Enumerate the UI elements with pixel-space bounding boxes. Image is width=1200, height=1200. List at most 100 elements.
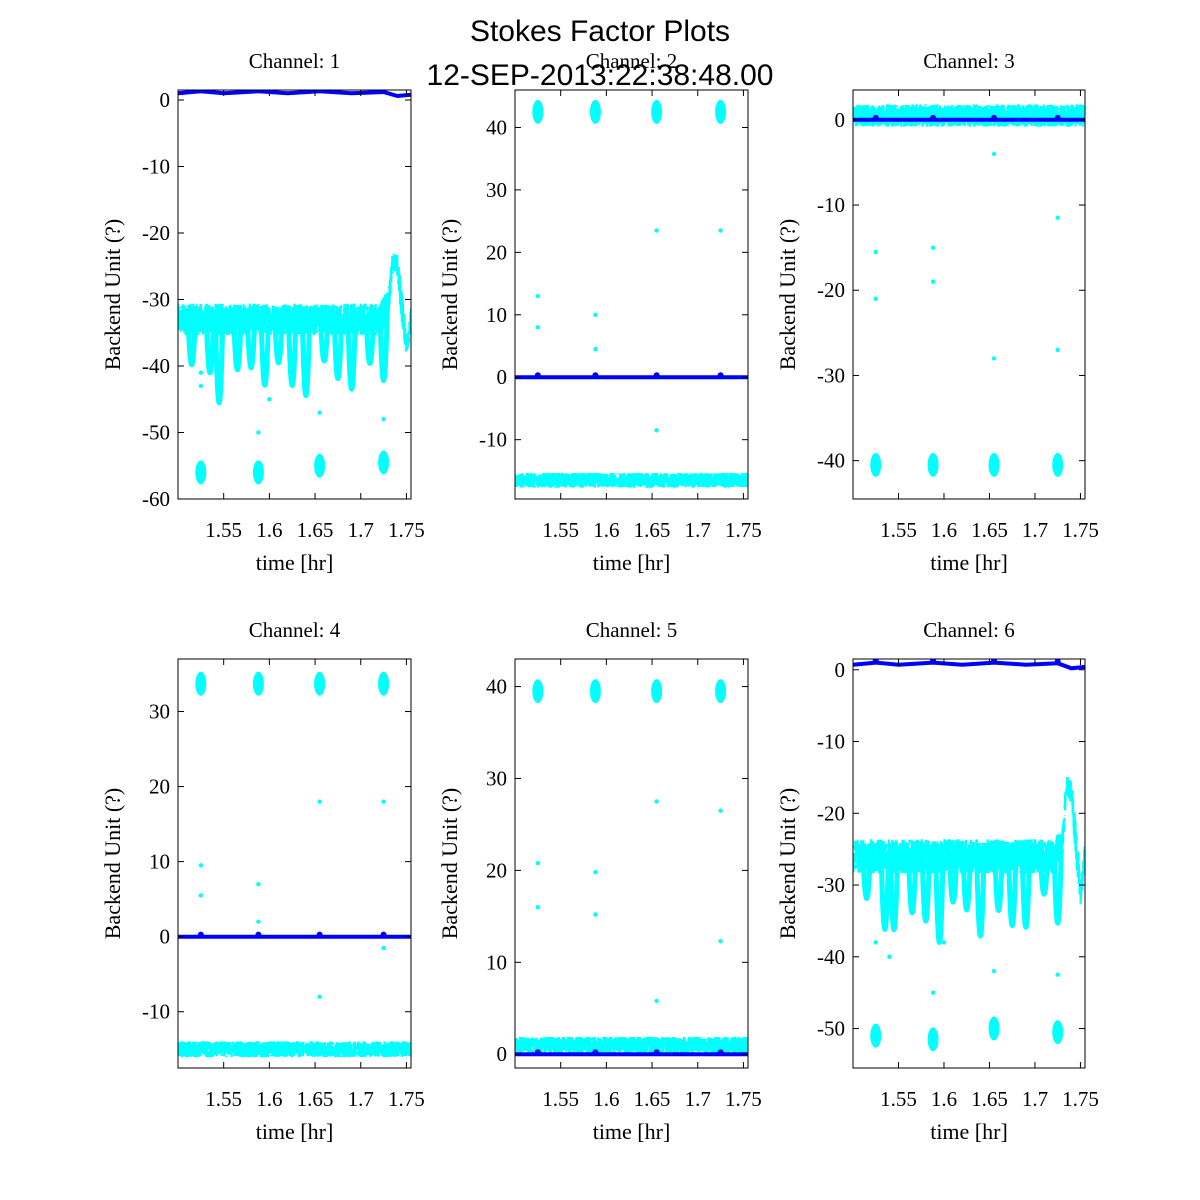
outlier-point [381, 416, 386, 422]
smoothed-marker [255, 931, 262, 938]
y-tick-label: -40 [142, 354, 170, 378]
raw-dip [345, 319, 358, 392]
y-tick-label: -10 [817, 730, 845, 754]
panels-group: 1.55 1.6 1.65 1.7 1.75 -60 -50 -40 -30 -20 -10 0 Cha… [100, 49, 1099, 1144]
x-tick-label: 1.7 [1022, 518, 1048, 542]
raw-dip [905, 856, 919, 915]
raw-dip [1006, 856, 1019, 929]
x-tick-label: 1.6 [931, 1087, 957, 1111]
cluster-mark [1052, 1020, 1064, 1045]
cluster-mark [715, 679, 727, 704]
raw-dip [960, 856, 973, 913]
smoothed-marker [592, 372, 599, 379]
x-tick-label: 1.7 [685, 518, 711, 542]
smoothed-marker [991, 659, 998, 664]
cluster-mark [252, 671, 264, 696]
cluster-mark [651, 99, 663, 124]
smoothed-line [853, 660, 1085, 671]
smoothed-marker [380, 931, 387, 938]
plot-area [178, 671, 411, 1058]
outlier-point [991, 968, 997, 974]
y-tick-label: -40 [817, 449, 845, 473]
y-tick-label: -30 [817, 363, 845, 387]
x-axis-label: time [hr] [593, 1119, 671, 1144]
raw-dip [231, 319, 244, 373]
cluster-mark [1052, 452, 1064, 477]
cluster-mark [532, 99, 544, 124]
axes-frame [177, 658, 412, 1069]
axes-frame [852, 89, 1086, 500]
raw-band [853, 104, 1085, 127]
cluster-mark [378, 671, 390, 696]
y-axis-label: Backend Unit (?) [100, 788, 125, 940]
panel-channel-6: 1.55 1.6 1.65 1.7 1.75 -50 -40 -30 -20 -10 0 Channe… [775, 618, 1099, 1144]
x-tick-label: 1.65 [971, 518, 1008, 542]
x-tick-label: 1.55 [880, 518, 917, 542]
smoothed-marker [930, 659, 937, 664]
cyan-series [178, 671, 411, 1058]
figure-subtitle: 12-SEP-2013:22:38:48.00 [427, 59, 774, 92]
cluster-mark [870, 452, 882, 477]
panel-channel-4: 1.55 1.6 1.65 1.7 1.75 -10 0 10 20 30 Channel: 4 ti… [100, 618, 425, 1144]
raw-dip [331, 319, 345, 381]
x-axis-label: time [hr] [256, 1119, 334, 1144]
smoothed-marker [1054, 659, 1061, 665]
panel-title: Channel: 6 [923, 618, 1015, 642]
axes-frame [177, 89, 412, 500]
outlier-point [930, 990, 936, 995]
cluster-mark [314, 453, 326, 478]
cluster-mark [589, 99, 601, 124]
blue-series [853, 114, 1085, 122]
axes-frame [514, 658, 749, 1069]
outlier-point [930, 245, 936, 250]
outlier-point [535, 904, 541, 910]
raw-dip [203, 319, 217, 376]
cyan-series [515, 99, 748, 488]
smoothed-marker [717, 1049, 724, 1056]
plot-area [853, 659, 1085, 1052]
outlier-point [991, 356, 997, 361]
raw-dip [1019, 856, 1032, 930]
raw-dip [286, 319, 299, 388]
panel-title: Channel: 1 [249, 49, 341, 73]
cluster-mark [870, 1023, 882, 1048]
x-tick-label: 1.6 [593, 1087, 619, 1111]
y-tick-label: -30 [817, 873, 845, 897]
cluster-mark [314, 671, 326, 696]
x-tick-label: 1.65 [971, 1087, 1008, 1111]
smoothed-marker [653, 372, 660, 379]
x-tick-label: 1.55 [205, 1087, 242, 1111]
smoothed-marker [930, 114, 937, 121]
y-tick-label: 30 [486, 766, 507, 790]
x-axis-label: time [hr] [593, 550, 671, 575]
y-tick-label: 0 [160, 925, 171, 949]
plot-area [853, 104, 1085, 477]
cluster-mark [589, 679, 601, 704]
panel-channel-3: 1.55 1.6 1.65 1.7 1.75 -40 -30 -20 -10 0 Channel: … [775, 49, 1099, 575]
x-tick-label: 1.55 [542, 518, 579, 542]
smoothed-marker [534, 372, 541, 379]
smoothed-marker [872, 114, 879, 121]
blue-series [178, 931, 411, 939]
outlier-point [267, 397, 272, 402]
raw-dip [212, 319, 226, 406]
outlier-point [887, 954, 892, 959]
outlier-point [654, 428, 659, 433]
cluster-mark [927, 1027, 939, 1052]
outlier-point [256, 919, 261, 924]
figure-title: Stokes Factor Plots [470, 15, 730, 48]
raw-dip [887, 856, 901, 932]
x-tick-label: 1.6 [931, 518, 957, 542]
x-axis-label: time [hr] [930, 550, 1008, 575]
outlier-point [381, 799, 386, 804]
raw-dip [318, 319, 331, 364]
x-tick-label: 1.65 [634, 1087, 671, 1111]
panel-channel-1: 1.55 1.6 1.65 1.7 1.75 -60 -50 -40 -30 -20 -10 0 Cha… [100, 49, 425, 575]
cyan-series [178, 253, 411, 485]
outlier-point [873, 249, 878, 255]
x-tick-label: 1.75 [1062, 1087, 1099, 1111]
outlier-point [593, 346, 598, 352]
smoothed-marker [991, 114, 998, 121]
cluster-mark [927, 452, 939, 477]
